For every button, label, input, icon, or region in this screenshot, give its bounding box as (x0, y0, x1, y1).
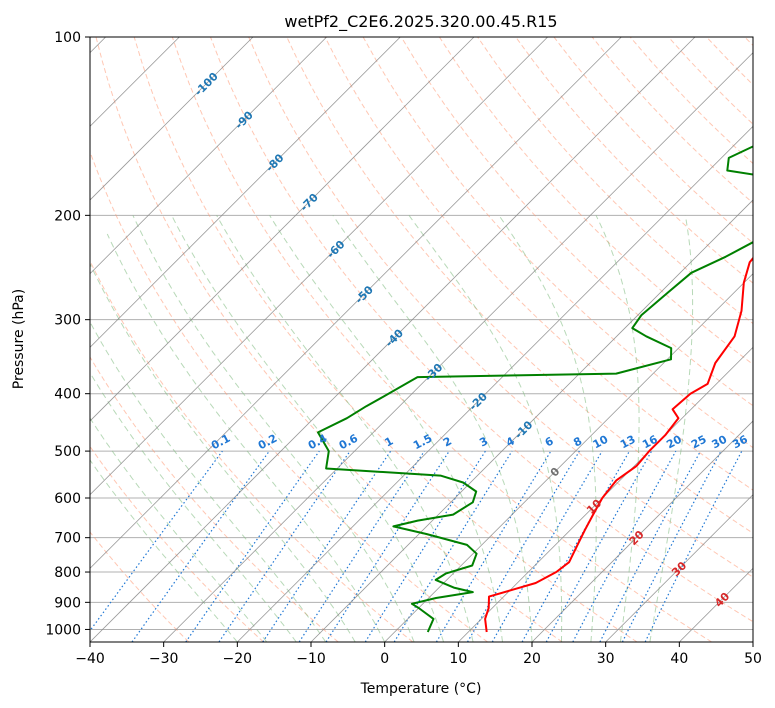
y-tick-label: 500 (54, 444, 81, 460)
moist-adiabat-line (332, 215, 533, 642)
isotherms (90, 37, 753, 642)
dry-adiabat-line (171, 37, 712, 642)
moist-adiabat-line (90, 371, 297, 642)
dry-adiabat-line (95, 37, 563, 642)
isotherm-line (90, 37, 548, 496)
x-tick-label: −20 (223, 651, 253, 667)
x-axis: −40 −30 −20 −10 0 10 20 30 40 50 (75, 642, 762, 667)
isotherm-line (531, 420, 753, 642)
dewpoint-profile-line (317, 145, 753, 633)
isotherm-line (90, 37, 622, 569)
isotherm-line (605, 494, 753, 642)
dry-adiabat-line (400, 37, 753, 407)
mixing-ratio-line (131, 450, 270, 642)
y-tick-label: 100 (54, 30, 81, 46)
chart-title: wetPf2_C2E6.2025.320.00.45.R15 (284, 12, 557, 32)
isotherm-line (90, 37, 327, 275)
moist-adiabat-line (132, 215, 415, 642)
y-tick-label: 700 (54, 531, 81, 547)
mixing-ratio-line (262, 450, 392, 642)
dry-adiabat-line (324, 37, 753, 491)
isotherm-line (163, 52, 753, 642)
mixing-ratio-line (90, 450, 223, 632)
mixing-ratio-label: 10 (591, 433, 611, 452)
moist-adiabat-line (90, 417, 268, 642)
y-tick-label: 800 (54, 565, 81, 581)
mixing-ratio-line (298, 450, 425, 642)
profile-series (317, 145, 753, 633)
y-tick-label: 300 (54, 313, 81, 329)
isotherm-line (90, 37, 401, 348)
dry-adiabat-line (90, 445, 264, 642)
mixing-ratio-line (572, 450, 677, 642)
mixing-ratio-line (325, 450, 450, 642)
mixing-ratio-label: 25 (689, 433, 709, 452)
dry-adiabat-line (438, 37, 753, 366)
x-tick-label: 0 (380, 651, 389, 667)
y-tick-label: 400 (54, 387, 81, 403)
isotherm-line (90, 37, 254, 201)
isotherm-line (90, 37, 696, 642)
x-tick-label: 20 (523, 651, 541, 667)
isotherm-line (458, 346, 753, 642)
moist-adiabat-line (106, 233, 386, 642)
dry-adiabat-line (90, 531, 190, 642)
moist-adiabat-line (171, 215, 445, 642)
mixing-ratio-line (218, 450, 351, 642)
mixing-ratio-label: 20 (664, 433, 684, 452)
x-tick-label: 30 (597, 651, 615, 667)
plot-frame (89, 36, 754, 643)
y-tick-label: 1000 (45, 622, 81, 638)
mixing-ratio-label: 30 (710, 433, 730, 452)
mixing-ratio-label: 13 (618, 433, 638, 452)
x-tick-label: 10 (449, 651, 467, 667)
isotherm-line (384, 273, 753, 642)
isotherm-line (90, 37, 475, 422)
dry-adiabat-line (210, 37, 753, 623)
y-tick-label: 600 (54, 491, 81, 507)
temperature-profile-line (484, 256, 753, 633)
y-tick-label: 900 (54, 595, 81, 611)
moist-adiabat-line (649, 215, 694, 642)
x-tick-label: −40 (75, 651, 105, 667)
x-tick-label: 50 (744, 651, 762, 667)
plot-background (90, 37, 753, 642)
dry-adiabat-line (515, 37, 753, 284)
x-axis-label: Temperature (°C) (360, 681, 482, 697)
moist-adiabat-line (269, 215, 503, 642)
y-axis-label: Pressure (hPa) (11, 289, 27, 389)
moist-adiabat-line (216, 215, 474, 642)
dry-adiabat-line (248, 37, 753, 578)
y-tick-label: 200 (54, 208, 81, 224)
x-tick-label: 40 (670, 651, 688, 667)
isotherm-line (310, 199, 753, 642)
isotherm-line (752, 641, 753, 642)
mixing-ratio-line (185, 450, 320, 642)
isotherm-line (237, 125, 753, 642)
mixing-ratio-line (545, 450, 653, 642)
dry-adiabat-line (90, 356, 339, 642)
y-axis: 100 200 300 400 500 600 700 800 900 1000 (45, 30, 90, 638)
moist-adiabat-line (90, 262, 356, 642)
moist-adiabat-line (408, 215, 563, 642)
x-tick-label: −10 (296, 651, 326, 667)
mixing-ratio-lines (90, 450, 743, 642)
pressure-grid (90, 37, 753, 630)
moist-adiabat-line (90, 321, 327, 642)
moist-adiabat-line (90, 459, 238, 642)
dry-adiabat-line (133, 37, 638, 642)
moist-adiabat-line (595, 215, 640, 642)
mixing-ratio-label: 36 (730, 433, 750, 452)
mixing-ratio-label: 16 (640, 433, 660, 452)
mixing-ratio-line (393, 450, 513, 642)
x-tick-label: −30 (149, 651, 179, 667)
dry-adiabat-line (90, 150, 488, 642)
mixing-ratio-line (644, 450, 743, 642)
